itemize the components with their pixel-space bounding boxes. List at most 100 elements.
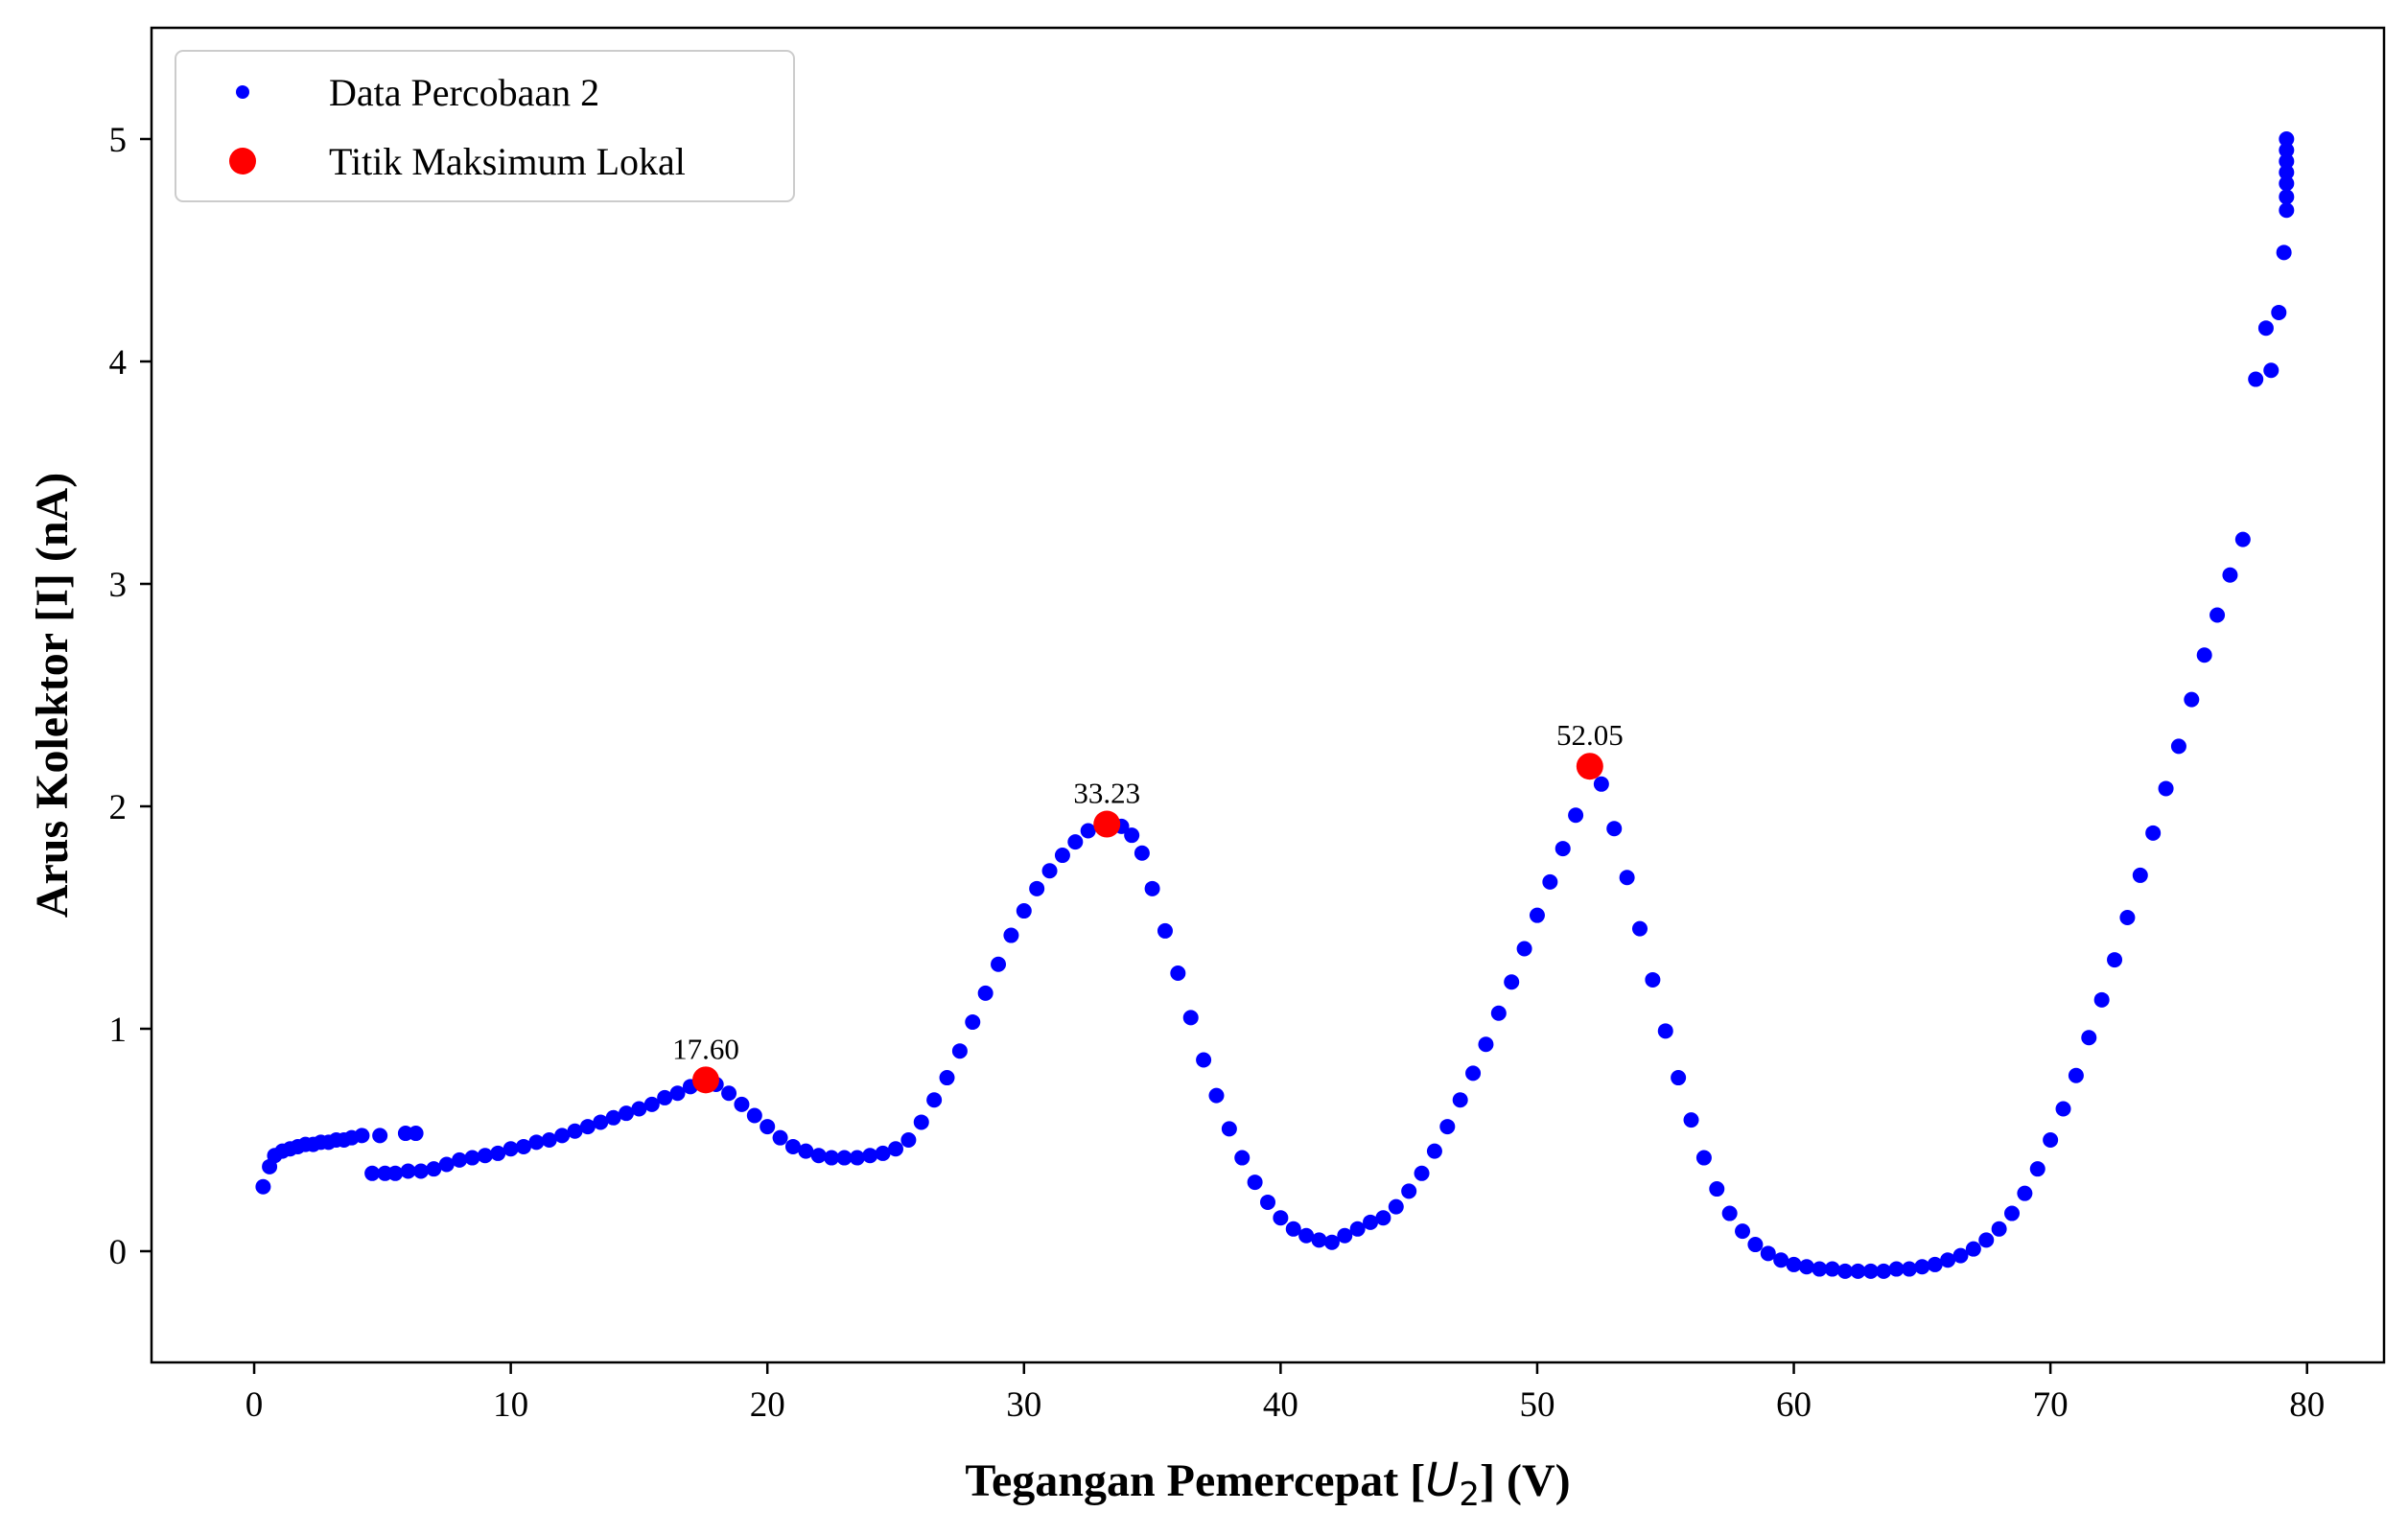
data-point <box>1568 807 1584 824</box>
data-point <box>1170 965 1186 981</box>
data-point <box>1695 1150 1712 1166</box>
data-point <box>2279 189 2295 205</box>
data-point <box>1952 1247 1969 1264</box>
local-maximum-point <box>1093 810 1121 838</box>
data-point <box>438 1156 455 1173</box>
data-point <box>387 1165 404 1181</box>
data-point <box>1349 1221 1366 1237</box>
data-point <box>477 1148 493 1164</box>
data-point <box>412 1163 429 1179</box>
data-point <box>464 1150 480 1166</box>
data-point <box>760 1119 776 1135</box>
data-point <box>372 1128 388 1144</box>
data-point <box>1683 1112 1699 1128</box>
data-point <box>1208 1087 1225 1104</box>
x-tick-label: 10 <box>493 1385 528 1425</box>
data-point <box>900 1132 917 1148</box>
data-point <box>2093 991 2110 1008</box>
data-point <box>1657 1023 1673 1039</box>
data-point <box>1465 1065 1482 1081</box>
data-point <box>824 1150 840 1166</box>
data-point <box>1054 848 1070 864</box>
data-point <box>1773 1252 1789 1268</box>
data-point <box>2248 371 2264 387</box>
data-point <box>2184 691 2200 708</box>
data-point <box>784 1138 801 1154</box>
data-point <box>1837 1263 1854 1279</box>
data-point <box>541 1132 557 1148</box>
data-point <box>2068 1067 2084 1083</box>
data-point <box>1016 903 1032 919</box>
local-maximum-label: 33.23 <box>1073 777 1140 810</box>
data-point <box>2279 164 2295 180</box>
data-point <box>1862 1263 1879 1279</box>
data-point <box>1555 841 1571 857</box>
data-point <box>426 1161 442 1177</box>
data-point <box>2279 202 2295 219</box>
data-point <box>772 1129 788 1146</box>
data-point <box>862 1148 878 1164</box>
data-point <box>2209 607 2226 623</box>
data-point <box>1426 1143 1442 1159</box>
data-point <box>2222 567 2238 583</box>
y-tick-label: 0 <box>109 1233 128 1272</box>
data-point <box>746 1107 762 1124</box>
data-point <box>2119 910 2136 925</box>
data-point <box>2279 131 2295 147</box>
data-point <box>1965 1241 1981 1257</box>
data-point <box>1375 1210 1391 1226</box>
legend-marker-maximum <box>229 148 256 174</box>
legend-label-maximum: Titik Maksimum Lokal <box>329 140 686 183</box>
data-point <box>1234 1150 1251 1166</box>
data-point <box>1709 1181 1725 1198</box>
data-point <box>2271 304 2287 320</box>
data-point <box>1490 1005 1507 1021</box>
data-point <box>888 1141 903 1157</box>
data-point <box>2055 1101 2071 1117</box>
data-point <box>657 1089 673 1105</box>
data-point <box>2107 952 2123 968</box>
data-point <box>798 1143 814 1159</box>
local-maximum-point <box>1576 753 1603 780</box>
data-point <box>1914 1259 1930 1275</box>
data-point <box>1824 1261 1840 1277</box>
data-point <box>1850 1263 1866 1279</box>
data-point <box>2029 1161 2046 1177</box>
data-point <box>408 1126 424 1142</box>
x-tick-label: 80 <box>2289 1385 2325 1425</box>
data-point <box>1260 1194 1275 1210</box>
data-point <box>2017 1185 2033 1201</box>
data-point <box>669 1085 686 1102</box>
data-point <box>734 1096 750 1112</box>
x-tick-label: 40 <box>1263 1385 1298 1425</box>
data-point <box>1798 1259 1814 1275</box>
y-tick-label: 1 <box>109 1011 128 1050</box>
data-point <box>1632 920 1648 937</box>
y-tick-label: 4 <box>109 343 128 383</box>
data-point <box>2043 1132 2059 1148</box>
data-point <box>977 985 994 1001</box>
data-point <box>1645 971 1661 988</box>
data-point <box>567 1123 583 1139</box>
y-tick-label: 5 <box>109 121 128 160</box>
data-point <box>631 1101 647 1117</box>
local-maximum-label: 52.05 <box>1556 718 1624 752</box>
max-annotations: 17.60 33.23 52.05 <box>672 718 1624 1094</box>
data-point <box>939 1070 955 1086</box>
data-point <box>516 1138 531 1154</box>
y-tick-label: 2 <box>109 788 128 827</box>
data-point <box>255 1178 271 1195</box>
legend: Data Percobaan 2 Titik Maksimum Lokal <box>175 50 795 202</box>
data-point <box>1414 1165 1430 1181</box>
data-point <box>1323 1234 1340 1250</box>
data-point <box>1888 1261 1905 1277</box>
local-maximum-point <box>691 1066 719 1094</box>
data-point <box>926 1092 943 1108</box>
data-point <box>1516 941 1532 957</box>
data-point <box>1504 974 1520 990</box>
data-point <box>1298 1227 1315 1244</box>
data-point <box>1247 1175 1263 1191</box>
data-point <box>965 1014 981 1031</box>
data-point <box>1196 1052 1212 1068</box>
data-point <box>2170 738 2186 755</box>
